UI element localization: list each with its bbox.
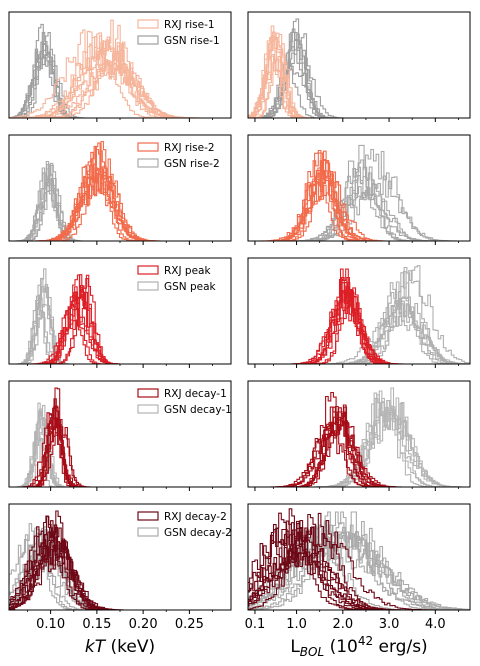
tick-label: 4.0 <box>425 617 446 632</box>
panel-5-kT: 0.10 0.15 0.20 0.25 RXJ decay-2 GSN decay-2 <box>8 503 232 632</box>
legend-swatch <box>137 527 159 537</box>
panel-3-kT: RXJ peak GSN peak <box>8 257 232 368</box>
histogram-gsn <box>248 520 470 610</box>
panel-4-kT: RXJ decay-1 GSN decay-1 <box>8 380 232 491</box>
panel-frame <box>247 257 471 365</box>
legend-swatch <box>137 265 159 275</box>
panel-5-lbol: 0.1 1.0 2.0 3.0 4.0 <box>245 503 471 632</box>
legend: RXJ decay-2 GSN decay-2 <box>137 511 232 539</box>
legend-label: RXJ rise-1 <box>164 19 215 31</box>
tick-label: 0.1 <box>245 617 266 632</box>
panel-frame <box>247 134 471 242</box>
panel-3-lbol <box>247 257 471 368</box>
panel-frame <box>247 11 471 119</box>
legend-label: GSN decay-2 <box>164 527 232 539</box>
histogram-gsn <box>325 265 470 364</box>
legend-label: RXJ rise-2 <box>164 142 215 154</box>
tick-label: 0.15 <box>82 617 111 632</box>
histogram-rxj <box>276 422 397 487</box>
tick-label: 2.0 <box>332 617 353 632</box>
histogram-gsn <box>248 547 470 610</box>
legend-label: GSN rise-2 <box>164 158 220 170</box>
tick-label: 3.0 <box>379 617 400 632</box>
legend-label: RXJ decay-2 <box>164 511 227 523</box>
legend-swatch <box>137 281 159 291</box>
legend: RXJ rise-1 GSN rise-1 <box>137 19 220 47</box>
histogram-gsn <box>248 531 470 610</box>
panel-2-lbol <box>247 134 471 245</box>
x-axis-title-lbol: LBOL (1042 erg/s) <box>290 634 427 659</box>
tick-label: 0.25 <box>175 617 204 632</box>
tick-label: 0.10 <box>36 617 65 632</box>
legend-label: RXJ decay-1 <box>164 388 227 400</box>
panel-2-kT: RXJ rise-2 GSN rise-2 <box>8 134 232 245</box>
legend: RXJ rise-2 GSN rise-2 <box>137 142 220 170</box>
legend-swatch <box>137 158 159 168</box>
legend-swatch <box>137 404 159 414</box>
panel-4-lbol <box>247 380 471 491</box>
histogram-rxj <box>36 150 173 241</box>
panel-frame <box>247 503 471 611</box>
legend-label: GSN rise-1 <box>164 35 220 47</box>
x-axis-title-kT: kT (keV) <box>85 637 155 657</box>
tick-label: 1.0 <box>286 617 307 632</box>
panel-1-lbol <box>247 11 471 122</box>
legend-swatch <box>137 388 159 398</box>
legend-label: GSN decay-1 <box>164 404 232 416</box>
panel-frame <box>247 380 471 488</box>
tick-label: 0.20 <box>129 617 158 632</box>
legend-swatch <box>137 142 159 152</box>
legend: RXJ peak GSN peak <box>137 265 217 293</box>
histogram-rxj <box>248 526 470 610</box>
histogram-rxj <box>248 540 454 610</box>
legend-label: RXJ peak <box>164 265 211 277</box>
legend-swatch <box>137 19 159 29</box>
panel-1-kT: RXJ rise-1 GSN rise-1 <box>8 11 232 122</box>
legend: RXJ decay-1 GSN decay-1 <box>137 388 232 416</box>
histogram-gsn <box>326 399 467 487</box>
legend-swatch <box>137 511 159 521</box>
legend-swatch <box>137 35 159 45</box>
histogram-rxj <box>12 59 224 118</box>
legend-label: GSN peak <box>164 281 217 293</box>
